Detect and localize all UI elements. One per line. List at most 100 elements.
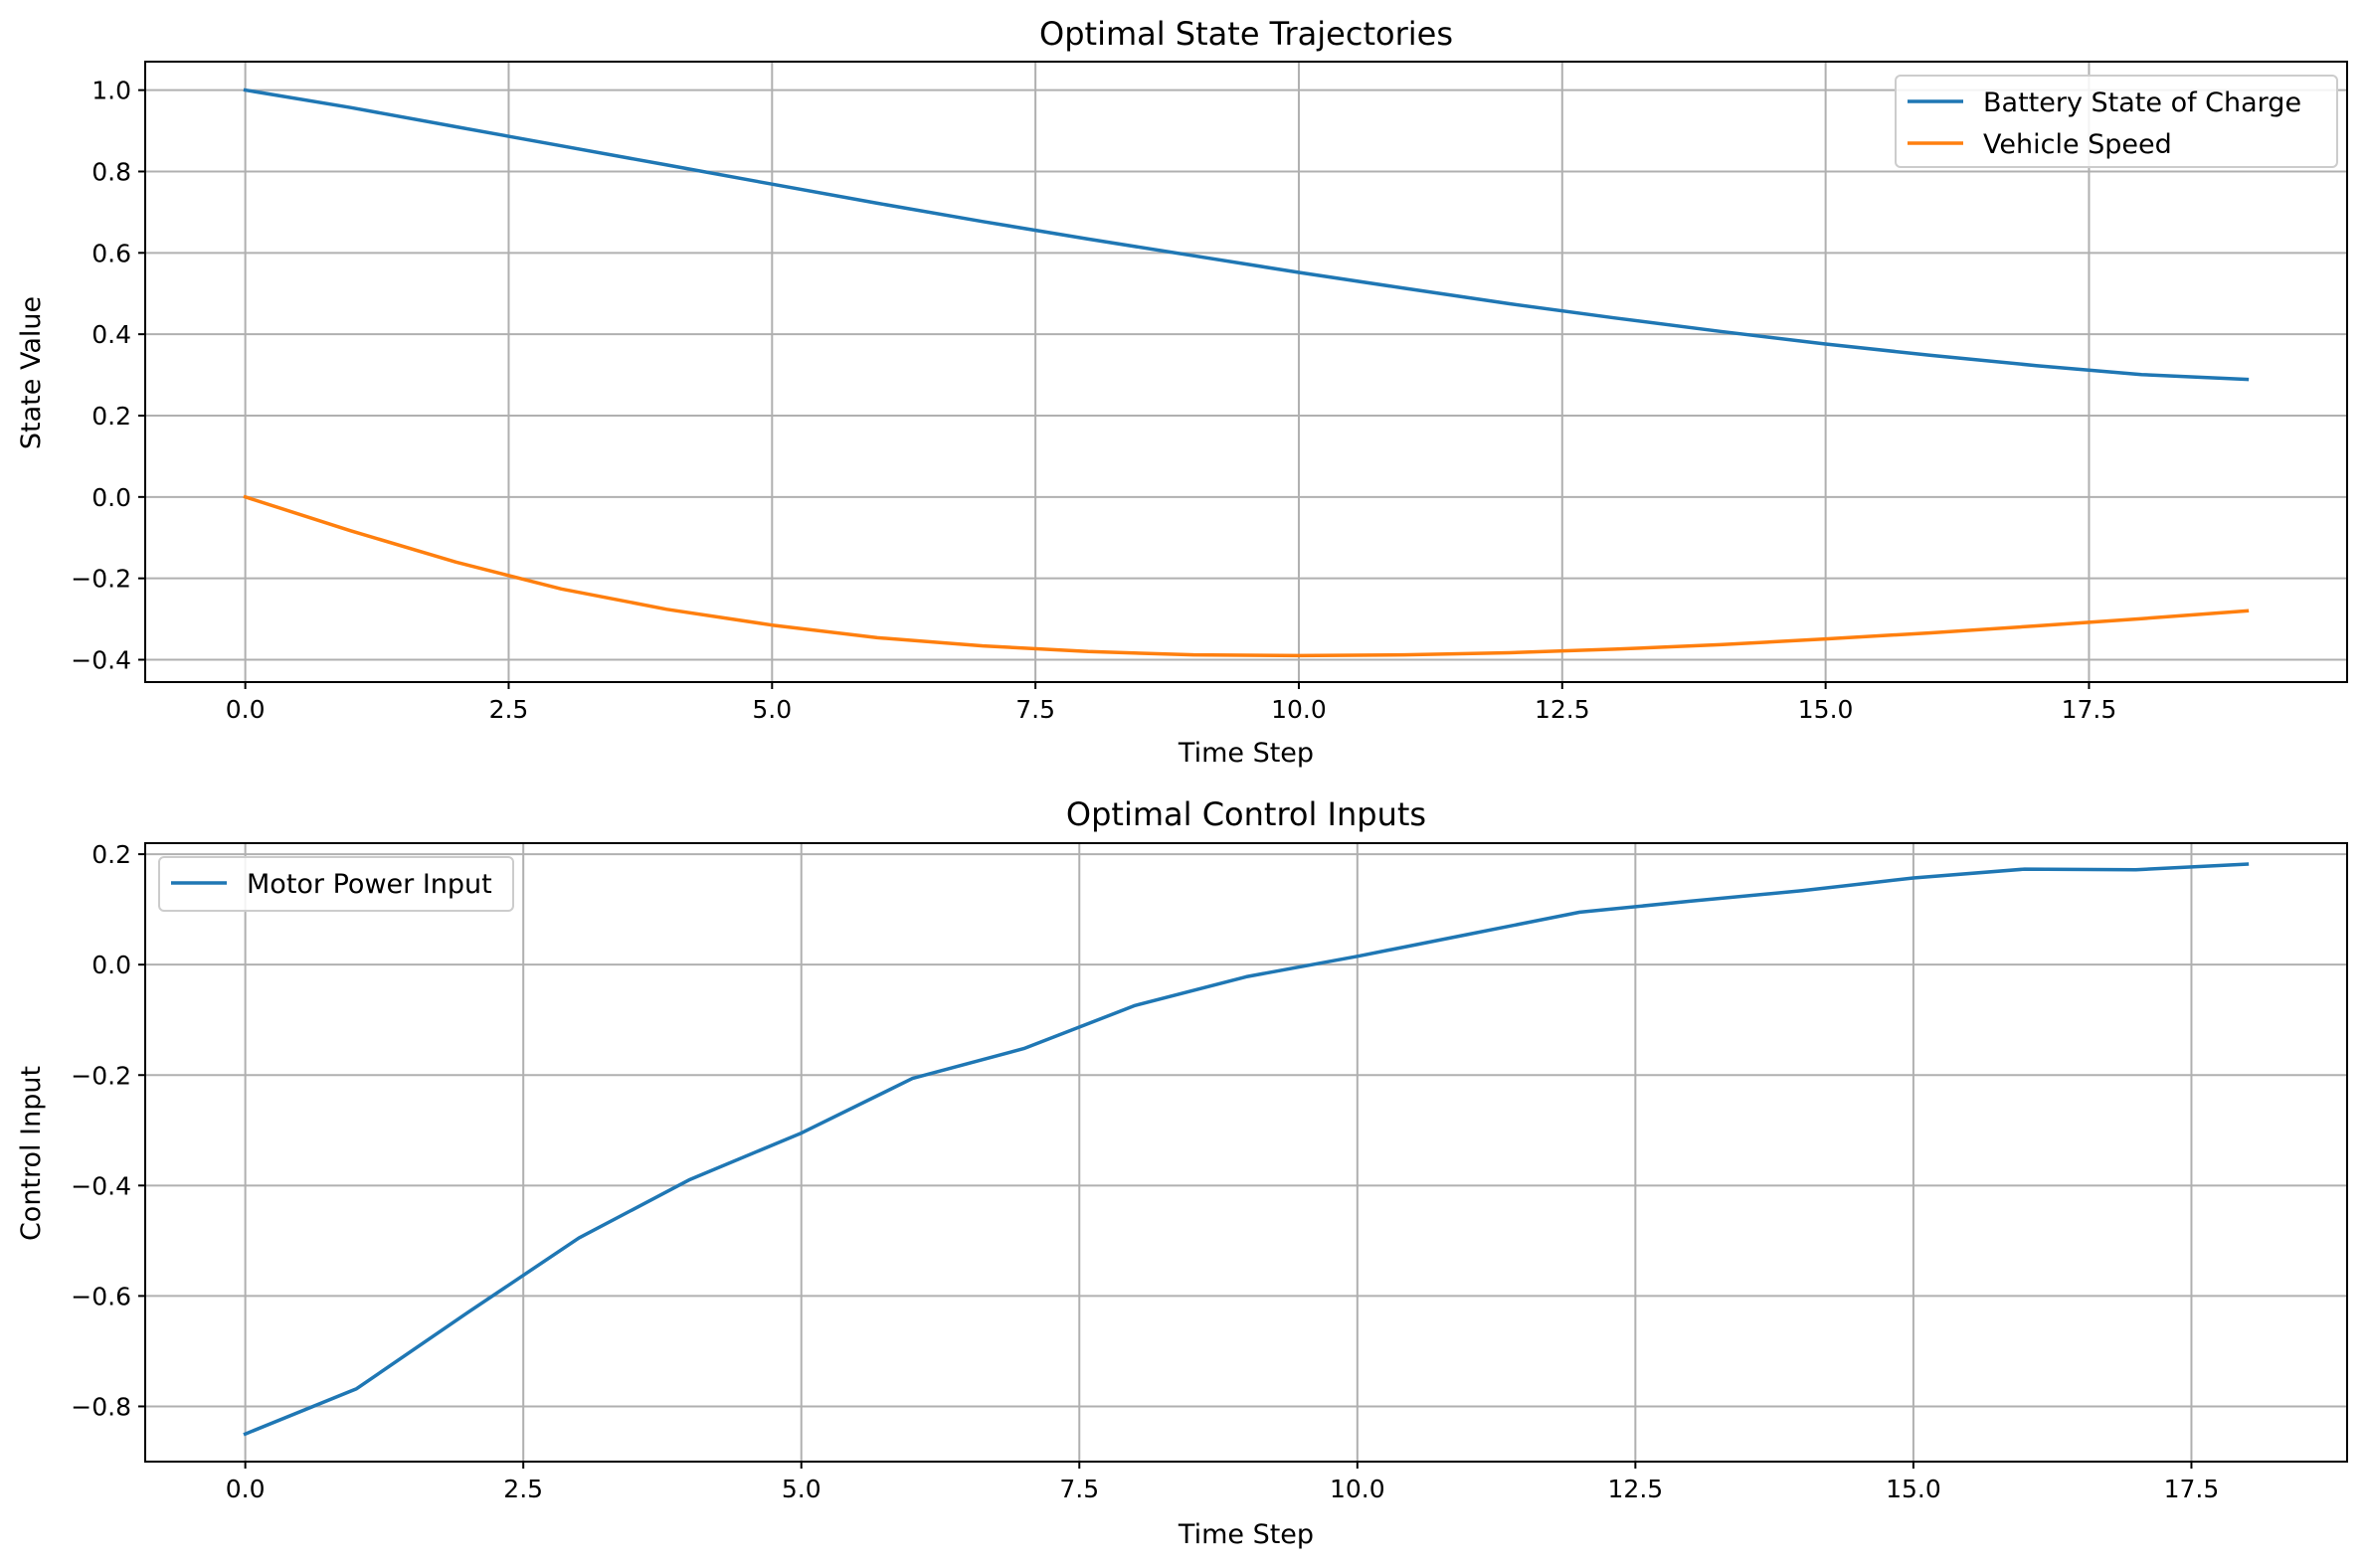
data-point xyxy=(663,607,669,612)
series-line-1 xyxy=(243,494,2250,658)
data-point xyxy=(558,586,564,592)
data-point xyxy=(687,1176,693,1182)
legend-label: Motor Power Input xyxy=(247,869,492,900)
data-point xyxy=(1911,875,1916,881)
data-point xyxy=(2244,608,2250,613)
y-tick-label: 1.0 xyxy=(91,77,131,105)
y-tick-label: −0.2 xyxy=(71,565,131,594)
x-tick-label: 7.5 xyxy=(1015,695,1055,724)
data-point xyxy=(1020,1046,1026,1052)
data-point xyxy=(769,181,775,187)
y-tick-label: 0.4 xyxy=(91,320,131,349)
data-point xyxy=(1296,652,1302,658)
axis-ticks: 0.0 2.5 5.0 7.5 10.0 12.5 15.0 17.5 1.0 0.8 0.6 0.4… xyxy=(71,77,2116,724)
data-point xyxy=(1401,285,1407,291)
state-trajectories-chart: Optimal State Trajectories Time Step Sta… xyxy=(16,15,2348,769)
control-inputs-chart: Optimal Control Inputs Time Step Control… xyxy=(16,795,2348,1550)
y-tick-label: 0.6 xyxy=(91,239,131,267)
y-tick-label: −0.8 xyxy=(71,1392,131,1421)
data-point xyxy=(454,123,459,129)
legend: Motor Power Input xyxy=(158,856,514,912)
data-point xyxy=(348,528,354,534)
data-point xyxy=(353,1386,359,1392)
data-point xyxy=(576,1235,582,1241)
data-point xyxy=(1612,646,1618,652)
data-point xyxy=(874,634,880,640)
legend: Battery State of Charge Vehicle Speed xyxy=(1895,75,2338,168)
x-tick-label: 17.5 xyxy=(2062,695,2117,724)
data-point xyxy=(1718,641,1724,647)
data-point xyxy=(1823,636,1829,642)
x-tick-label: 0.0 xyxy=(226,695,266,724)
legend-frame xyxy=(1895,75,2338,168)
chart-title: Optimal State Trajectories xyxy=(1039,15,1453,53)
data-point xyxy=(1132,1002,1138,1008)
series-line-0 xyxy=(243,862,2250,1437)
data-point xyxy=(2138,615,2144,621)
grid xyxy=(145,843,2347,1462)
data-point xyxy=(769,622,775,628)
series-line-0 xyxy=(243,87,2250,382)
data-point xyxy=(1612,315,1618,321)
y-tick-label: 0.0 xyxy=(91,483,131,512)
legend-label: Vehicle Speed xyxy=(1983,129,2172,160)
data-point xyxy=(1928,352,1934,358)
y-tick-label: 0.0 xyxy=(91,951,131,979)
data-point xyxy=(558,143,564,149)
y-tick-label: 0.2 xyxy=(91,840,131,869)
data-point xyxy=(663,162,669,168)
data-point xyxy=(243,87,249,93)
x-tick-label: 5.0 xyxy=(782,1475,821,1503)
data-point xyxy=(910,1076,916,1082)
y-tick-label: 0.8 xyxy=(91,157,131,186)
grid xyxy=(145,62,2347,682)
x-tick-label: 12.5 xyxy=(1535,695,1590,724)
data-point xyxy=(2033,363,2039,369)
data-point xyxy=(1823,341,1829,347)
axes-frame xyxy=(144,61,2348,683)
x-tick-label: 15.0 xyxy=(1798,695,1854,724)
legend-label: Battery State of Charge xyxy=(1983,87,2301,118)
data-point xyxy=(1507,300,1513,306)
axis-ticks: 0.0 2.5 5.0 7.5 10.0 12.5 15.0 17.5 0.2 0.0 −0.2 −0… xyxy=(71,840,2219,1503)
data-point xyxy=(1718,328,1724,334)
data-point xyxy=(2133,867,2139,873)
y-tick-label: −0.6 xyxy=(71,1282,131,1310)
x-tick-label: 7.5 xyxy=(1059,1475,1099,1503)
x-tick-label: 0.0 xyxy=(226,1475,266,1503)
data-point xyxy=(2244,861,2250,867)
x-tick-label: 2.5 xyxy=(489,695,529,724)
y-tick-label: −0.2 xyxy=(71,1061,131,1090)
data-point xyxy=(1296,269,1302,275)
plot-area xyxy=(243,87,2250,658)
x-axis-label: Time Step xyxy=(1178,738,1314,769)
y-tick-label: −0.4 xyxy=(71,1171,131,1200)
x-tick-label: 10.0 xyxy=(1330,1475,1385,1503)
data-point xyxy=(1576,909,1582,915)
data-point xyxy=(464,1309,470,1315)
x-tick-label: 15.0 xyxy=(1886,1475,1941,1503)
data-point xyxy=(243,494,249,500)
x-tick-label: 17.5 xyxy=(2164,1475,2220,1503)
data-point xyxy=(2022,866,2028,872)
data-point xyxy=(454,559,459,565)
data-point xyxy=(874,200,880,206)
y-tick-label: −0.4 xyxy=(71,645,131,674)
data-point xyxy=(1466,932,1472,938)
data-point xyxy=(1688,898,1694,904)
chart-title: Optimal Control Inputs xyxy=(1066,795,1426,833)
data-point xyxy=(1401,652,1407,658)
data-point xyxy=(1085,648,1091,654)
x-tick-label: 12.5 xyxy=(1608,1475,1664,1503)
x-tick-label: 5.0 xyxy=(752,695,792,724)
y-tick-label: 0.2 xyxy=(91,402,131,431)
data-point xyxy=(1355,954,1361,959)
x-tick-label: 2.5 xyxy=(503,1475,543,1503)
data-point xyxy=(799,1131,805,1136)
x-axis-label: Time Step xyxy=(1178,1519,1314,1550)
data-point xyxy=(1085,236,1091,242)
data-point xyxy=(243,1431,249,1437)
axes-frame xyxy=(144,842,2348,1463)
data-point xyxy=(980,219,986,225)
